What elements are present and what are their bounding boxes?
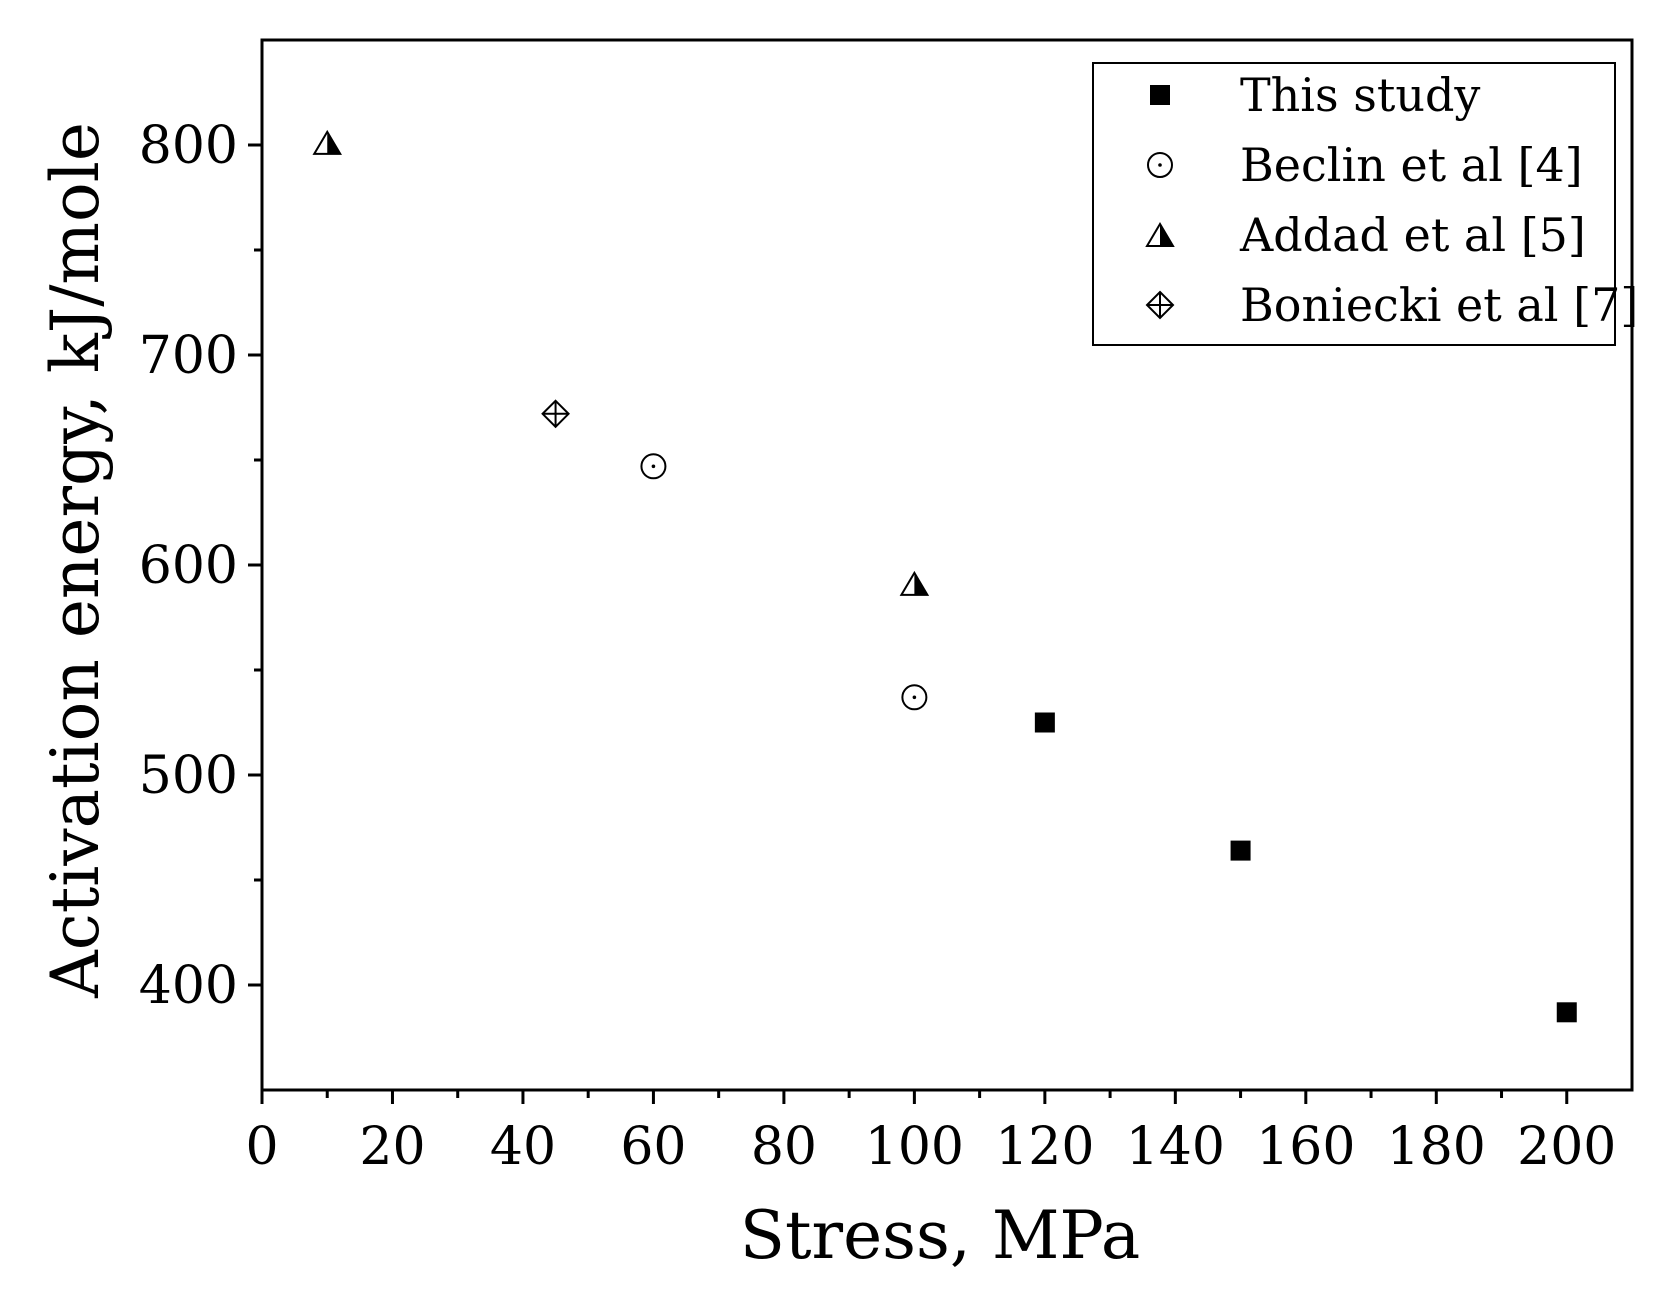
- x-tick-label: 140: [1126, 1117, 1225, 1177]
- legend-item: Boniecki et al [7]: [1145, 278, 1638, 332]
- legend-item: Beclin et al [4]: [1147, 138, 1583, 192]
- square-marker: [1556, 1002, 1577, 1023]
- circle-marker-dot: [912, 695, 917, 700]
- square-marker: [1034, 712, 1055, 733]
- legend-label: Beclin et al [4]: [1240, 138, 1583, 192]
- x-tick-label: 60: [620, 1117, 686, 1177]
- square-marker: [1230, 840, 1251, 861]
- legend-label: Boniecki et al [7]: [1240, 278, 1638, 332]
- y-tick-label: 800: [139, 116, 238, 176]
- data-point: [541, 399, 570, 429]
- y-tick-label: 400: [139, 956, 238, 1016]
- x-tick-label: 120: [995, 1117, 1094, 1177]
- x-axis-title: Stress, MPa: [740, 1197, 1140, 1274]
- ticks: [248, 143, 1569, 1104]
- data-point: [899, 570, 930, 596]
- triangle-marker-fill: [327, 131, 341, 154]
- x-tick-label: 160: [1256, 1117, 1355, 1177]
- y-tick-label: 500: [139, 746, 238, 806]
- data-points: [312, 129, 1577, 1023]
- legend-items: This study Beclin et al [4] Addad et al [5…: [1145, 68, 1638, 332]
- x-tick-label: 180: [1387, 1117, 1486, 1177]
- x-tick-label: 200: [1517, 1117, 1616, 1177]
- y-tick-label: 600: [139, 536, 238, 596]
- circle-marker-dot: [1158, 163, 1162, 167]
- x-tick-label: 100: [865, 1117, 964, 1177]
- square-marker: [1150, 85, 1170, 105]
- x-tick-label: 20: [359, 1117, 425, 1177]
- tick-labels: 0 20 40 60 80 100 120 140 160 180 200 400 500 600 700 8…: [139, 116, 1617, 1177]
- data-point: [1230, 840, 1251, 861]
- legend-marker: [1145, 290, 1175, 320]
- data-point: [312, 129, 342, 155]
- legend-item: Addad et al [5]: [1145, 208, 1586, 262]
- circle-marker-dot: [651, 464, 656, 469]
- data-point: [1556, 1002, 1577, 1023]
- legend-label: This study: [1240, 68, 1480, 122]
- legend-item: This study: [1150, 68, 1480, 122]
- x-tick-label: 80: [751, 1117, 817, 1177]
- x-tick-label: 0: [245, 1117, 278, 1177]
- legend-box: [1092, 62, 1616, 346]
- x-tick-label: 40: [490, 1117, 556, 1177]
- y-axis-title: Activation energy, kJ/mole: [37, 122, 114, 999]
- legend-marker: [1145, 222, 1175, 247]
- legend: This study Beclin et al [4] Addad et al [5…: [1092, 62, 1638, 346]
- triangle-marker-fill: [1160, 224, 1173, 246]
- legend-marker: [1147, 152, 1173, 178]
- data-point: [901, 684, 928, 711]
- triangle-marker-fill: [914, 572, 928, 595]
- legend-marker: [1150, 85, 1170, 105]
- y-tick-label: 700: [139, 326, 238, 386]
- legend-label: Addad et al [5]: [1239, 208, 1586, 262]
- data-point: [640, 453, 667, 480]
- data-point: [1034, 712, 1055, 733]
